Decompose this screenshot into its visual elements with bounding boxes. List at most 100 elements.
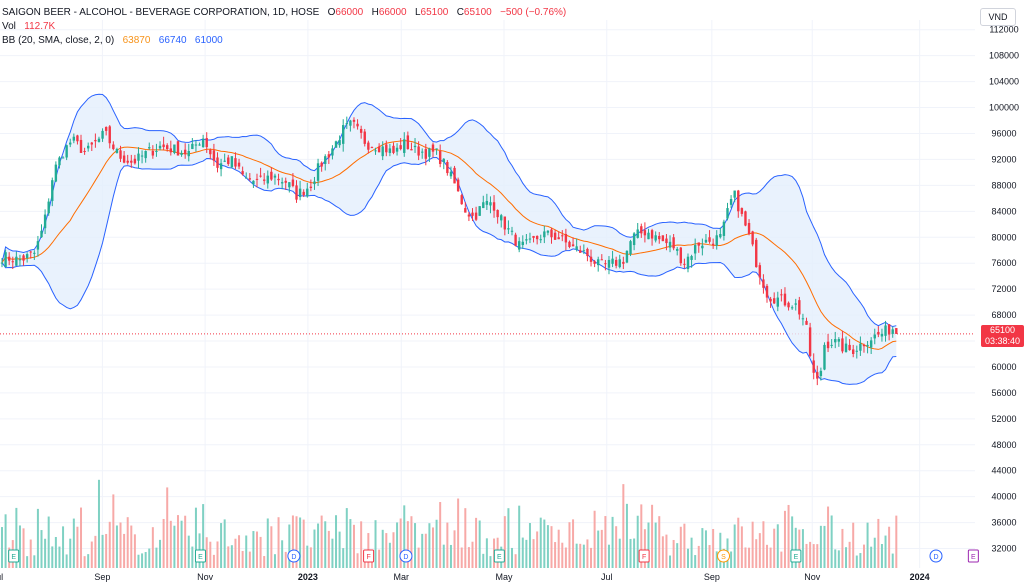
volume-bar (299, 517, 302, 568)
volume-bar (399, 518, 402, 568)
volume-bar (572, 519, 575, 568)
price-axis[interactable]: 112000 108000 104000 100000 96000 92000 88000 8… (989, 25, 1019, 554)
candle-body (22, 255, 25, 261)
volume-label[interactable]: Vol (2, 21, 16, 32)
bollinger-upper-value: 66740 (158, 35, 187, 46)
volume-bar (791, 516, 794, 568)
volume-bar (191, 546, 194, 568)
candle-body (535, 235, 539, 240)
volume-bar (467, 547, 470, 568)
price-tick-label: 56000 (991, 388, 1016, 398)
volume-bar (837, 550, 840, 568)
volume-bar (388, 542, 391, 568)
time-tick-label: May (496, 572, 514, 582)
candle-body (737, 190, 740, 212)
volume-bar (866, 522, 869, 568)
candle-body (187, 151, 190, 157)
bollinger-label[interactable]: BB (20, SMA, close, 2, 0) (2, 35, 115, 46)
open-label: O (327, 7, 336, 18)
volume-bar (640, 504, 643, 568)
candle-body (198, 144, 201, 146)
candle-body (219, 163, 223, 170)
volume-bar (870, 546, 873, 568)
candle-body (661, 235, 665, 242)
candle-body (51, 180, 54, 201)
candle-body (747, 222, 751, 235)
candle-body (119, 150, 122, 159)
event-marker-earnings (790, 549, 802, 563)
volume-bar (485, 538, 488, 568)
currency-button[interactable]: VND (980, 8, 1016, 26)
candle-body (650, 230, 654, 239)
event-marker-other (967, 549, 979, 563)
volume-bar (1, 527, 3, 568)
volume-bar (521, 537, 524, 568)
volume-bar (29, 539, 32, 568)
candle-body (112, 144, 115, 150)
candle-body (489, 202, 492, 206)
volume-bar (180, 520, 183, 568)
candle-body (722, 221, 726, 236)
volume-bar (424, 533, 427, 568)
volume-bar (446, 522, 449, 568)
candle-body (586, 248, 589, 257)
volume-bar (514, 554, 517, 568)
candle-body (61, 157, 65, 159)
volume-bars (1, 479, 898, 568)
volume-bar (855, 555, 858, 568)
price-tick-label: 84000 (991, 206, 1016, 216)
volume-bar (212, 554, 215, 568)
volume-bar (342, 548, 345, 568)
time-axis[interactable]: Jul Sep Nov 2023 Mar May Jul Sep Nov 2024 (0, 572, 930, 582)
volume-bar (622, 484, 625, 568)
volume-bar (15, 507, 18, 568)
candle-body (284, 180, 287, 183)
candle-body (611, 258, 614, 264)
volume-bar (435, 519, 438, 568)
candle-body (259, 175, 262, 177)
time-tick-label: Mar (394, 572, 410, 582)
candle-body (342, 125, 345, 144)
candle-body (528, 238, 532, 240)
candle-body (816, 372, 819, 379)
volume-bar (216, 541, 219, 568)
candle-body (614, 259, 618, 266)
volume-bar (331, 538, 334, 568)
candle-body (855, 350, 858, 352)
candle-body (769, 298, 772, 302)
candle-body (302, 191, 305, 196)
volume-bar (295, 516, 298, 568)
volume-bar (658, 516, 661, 568)
candle-body (349, 120, 352, 126)
volume-bar (841, 528, 844, 568)
volume-bar (528, 523, 531, 568)
candle-body (765, 285, 769, 298)
candle-body (668, 241, 672, 248)
candle-body (101, 130, 104, 139)
volume-bar (633, 538, 636, 568)
volume-bar (676, 543, 679, 568)
candle-body (421, 151, 424, 153)
candle-body (561, 235, 564, 237)
candle-body (115, 149, 119, 153)
candle-body (29, 251, 32, 253)
candle-body (33, 252, 36, 254)
event-marker-letter: E (794, 554, 799, 561)
volume-bar (259, 536, 262, 568)
price-tick-label: 60000 (991, 362, 1016, 372)
candle-body (270, 171, 273, 180)
candle-body (877, 331, 880, 335)
symbol-title[interactable]: SAIGON BEER - ALCOHOL - BEVERAGE CORPORA… (2, 7, 320, 18)
candle-body (122, 155, 126, 163)
price-tick-label: 32000 (991, 544, 1016, 554)
candle-body (133, 158, 137, 164)
volume-bar (582, 544, 585, 568)
volume-bar (827, 506, 830, 568)
volume-bar (270, 526, 273, 568)
volume-bar (816, 544, 819, 568)
candle-body (248, 178, 252, 180)
time-tick-label: Nov (197, 572, 214, 582)
candle-body (525, 239, 528, 241)
volume-bar (227, 546, 230, 568)
